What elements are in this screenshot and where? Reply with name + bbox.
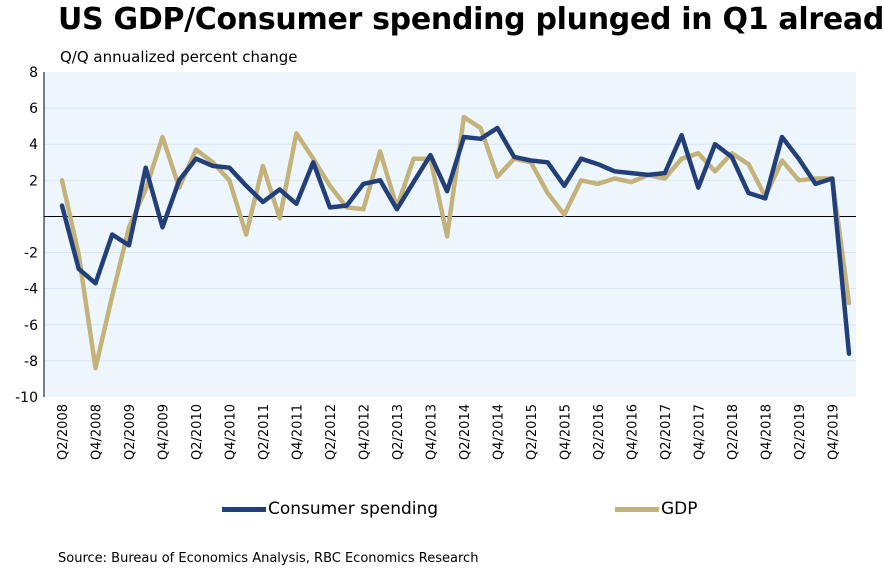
x-tick-label: Q2/2014 [458, 404, 473, 460]
x-tick-label: Q2/2011 [257, 404, 272, 460]
x-tick-label: Q2/2019 [793, 404, 808, 460]
x-tick-label: Q4/2011 [290, 404, 305, 460]
gdp-line [59, 114, 852, 371]
y-axis-label: Q/Q annualized percent change [60, 48, 298, 66]
chart-title: US GDP/Consumer spending plunged in Q1 a… [58, 2, 882, 37]
y-tick-label: 4 [29, 137, 38, 153]
consumer-spending-line [59, 125, 852, 356]
legend-swatch-gdp [615, 506, 659, 512]
y-tick-label: 8 [29, 65, 38, 81]
y-tick-label: -4 [24, 282, 38, 298]
x-tick-label: Q2/2018 [726, 404, 741, 460]
y-tick-label: -8 [24, 354, 38, 370]
x-tick-label: Q2/2012 [324, 404, 339, 460]
y-tick-label: -6 [24, 318, 38, 334]
legend-swatch-consumer-spending [222, 506, 266, 512]
x-tick-label: Q4/2010 [223, 404, 238, 460]
y-tick-label: -2 [24, 246, 38, 262]
x-tick-label: Q2/2017 [659, 404, 674, 460]
x-tick-label: Q4/2009 [156, 404, 171, 460]
x-tick-label: Q4/2008 [89, 404, 104, 460]
legend-item-gdp: GDP [615, 497, 698, 521]
legend-item-consumer-spending: Consumer spending [222, 497, 438, 521]
x-tick-label: Q2/2010 [190, 404, 205, 460]
x-tick-label: Q4/2017 [692, 404, 707, 460]
x-tick-label: Q2/2009 [123, 404, 138, 460]
x-tick-label: Q2/2016 [592, 404, 607, 460]
y-tick-label: -10 [15, 390, 38, 406]
source-note: Source: Bureau of Economics Analysis, RB… [58, 551, 479, 566]
x-tick-label: Q4/2018 [759, 404, 774, 460]
x-tick-label: Q2/2013 [391, 404, 406, 460]
x-tick-label: Q2/2008 [56, 404, 71, 460]
x-tick-label: Q4/2016 [625, 404, 640, 460]
x-tick-label: Q2/2015 [525, 404, 540, 460]
x-tick-label: Q4/2019 [826, 404, 841, 460]
y-tick-label: 2 [29, 173, 38, 189]
x-tick-label: Q4/2013 [424, 404, 439, 460]
y-tick-label: 6 [29, 101, 38, 117]
legend-label-consumer-spending: Consumer spending [268, 499, 439, 519]
legend-label-gdp: GDP [661, 499, 698, 519]
x-tick-label: Q4/2014 [491, 404, 506, 460]
plot-area [44, 72, 856, 397]
x-tick-label: Q4/2012 [357, 404, 372, 460]
x-tick-label: Q4/2015 [558, 404, 573, 460]
